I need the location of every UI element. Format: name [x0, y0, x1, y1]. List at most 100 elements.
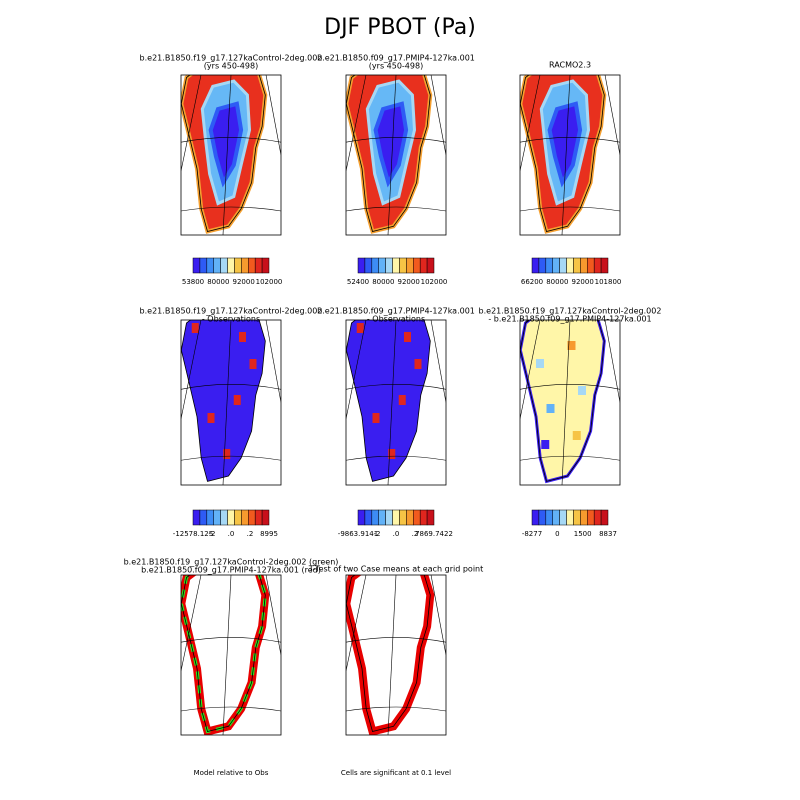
land-core: [547, 101, 583, 188]
graticule: [222, 75, 232, 235]
colorbar-label: 102000: [421, 278, 448, 286]
colorbar-cell: [593, 509, 602, 526]
colorbar-label: 80000: [372, 278, 394, 286]
map-panel: b.e21.B1850.f19_g17.127kaControl-2deg.00…: [140, 54, 323, 287]
patch: [414, 359, 422, 369]
colorbar-cell: [192, 257, 201, 274]
map-panel: RACMO2.3 66200 80000 92000 101800: [519, 61, 621, 286]
colorbar-cell: [552, 509, 560, 526]
colorbar-cell: [593, 257, 602, 274]
map-body: [181, 320, 281, 485]
panel-title: RACMO2.3: [549, 61, 591, 70]
colorbar-cell: [220, 509, 228, 526]
colorbar-label: 8837: [599, 530, 617, 538]
patch: [239, 332, 246, 342]
land: [346, 320, 431, 482]
graticule: [430, 575, 446, 656]
land-edge: [346, 575, 435, 735]
colorbar-cell: [538, 509, 547, 526]
patch: [536, 359, 544, 368]
colorbar-cell: [385, 257, 393, 274]
panel-title: (yrs 450-498): [369, 62, 423, 71]
colorbar-cell: [248, 509, 256, 526]
colorbar-label: 53800: [182, 278, 204, 286]
patch: [191, 323, 199, 333]
colorbar-cell: [392, 257, 400, 274]
colorbar-cell: [371, 257, 379, 274]
panel-title: b.e21.B1850.f19_g17.127kaControl-2deg.00…: [479, 307, 662, 316]
colorbar-cell: [392, 509, 400, 526]
patch: [249, 359, 257, 369]
graticule: [181, 706, 281, 712]
panel-title: b.e21.B1850.f09_g17.PMIP4-127ka.001 (red…: [141, 566, 321, 575]
coastline: [346, 575, 431, 732]
colorbar-cell: [566, 257, 574, 274]
colorbar-cell: [206, 257, 214, 274]
coastline: [346, 320, 431, 482]
colorbar-cell: [234, 257, 242, 274]
colorbar-label: .2: [412, 530, 419, 538]
panel-title: b.e21.B1850.f19_g17.127kaControl-2deg.00…: [140, 307, 323, 316]
map-frame: [519, 74, 621, 236]
colorbar-label: 66200: [521, 278, 543, 286]
figure-title: DJF PBOT (Pa): [324, 15, 476, 40]
patch: [372, 413, 380, 423]
map-body: [346, 75, 446, 235]
colorbar-label: .0: [393, 530, 400, 538]
colorbar-cell: [199, 509, 208, 526]
graticule: [346, 384, 446, 390]
map-body: [181, 75, 281, 235]
panel-title: b.e21.B1850.f09_g17.PMIP4-127ka.001: [317, 307, 475, 316]
graticule: [346, 137, 446, 143]
map-body: [520, 75, 620, 235]
colorbar-cell: [385, 509, 393, 526]
colorbar-cell: [531, 257, 540, 274]
coastline: [181, 75, 266, 232]
graticule: [222, 575, 232, 735]
colorbar-cell: [545, 257, 553, 274]
map-body: [520, 320, 620, 485]
colorbar-cell: [213, 257, 221, 274]
graticule: [387, 575, 397, 735]
colorbar-label: -8277: [522, 530, 542, 538]
panel-title: (yrs 450-498): [204, 62, 258, 71]
colorbar-cell: [371, 509, 379, 526]
graticule: [181, 384, 281, 390]
graticule: [604, 75, 620, 156]
colorbar-label: 92000: [572, 278, 594, 286]
map-panel: b.e21.B1850.f09_g17.PMIP4-127ka.001(yrs …: [317, 54, 475, 287]
colorbar-cell: [587, 509, 595, 526]
colorbar-cell: [573, 509, 581, 526]
panel-note: Model relative to Obs: [194, 769, 269, 777]
graticule: [181, 206, 281, 212]
colorbar-cell: [213, 509, 221, 526]
map-body: [346, 320, 446, 485]
colorbar-cell: [600, 257, 609, 274]
map-frame: [180, 74, 282, 236]
colorbar-cell: [357, 509, 366, 526]
panel-title: - Observations: [367, 315, 425, 324]
colorbar-label: -9863.9141: [338, 530, 378, 538]
colorbar-label: 102000: [256, 278, 283, 286]
colorbar-label: 92000: [398, 278, 420, 286]
colorbar-label: -12578.125: [173, 530, 213, 538]
colorbar-cell: [559, 509, 567, 526]
colorbar-cell: [192, 509, 201, 526]
colorbar-cell: [419, 257, 428, 274]
graticule: [181, 75, 202, 172]
colorbar-cell: [227, 509, 235, 526]
colorbar-cell: [261, 257, 270, 274]
graticule: [346, 75, 367, 172]
graticule: [346, 206, 446, 212]
patch: [567, 341, 576, 350]
colorbar-cell: [378, 257, 386, 274]
graticule: [265, 320, 281, 403]
map-frame: [345, 319, 447, 486]
colorbar-cell: [538, 257, 547, 274]
colorbar-label: 0: [555, 530, 559, 538]
panel-title: b.e21.B1850.f19_g17.127kaControl-2deg.00…: [140, 54, 323, 63]
coastline: [181, 575, 266, 732]
colorbar-label: 92000: [233, 278, 255, 286]
graticule: [430, 320, 446, 403]
